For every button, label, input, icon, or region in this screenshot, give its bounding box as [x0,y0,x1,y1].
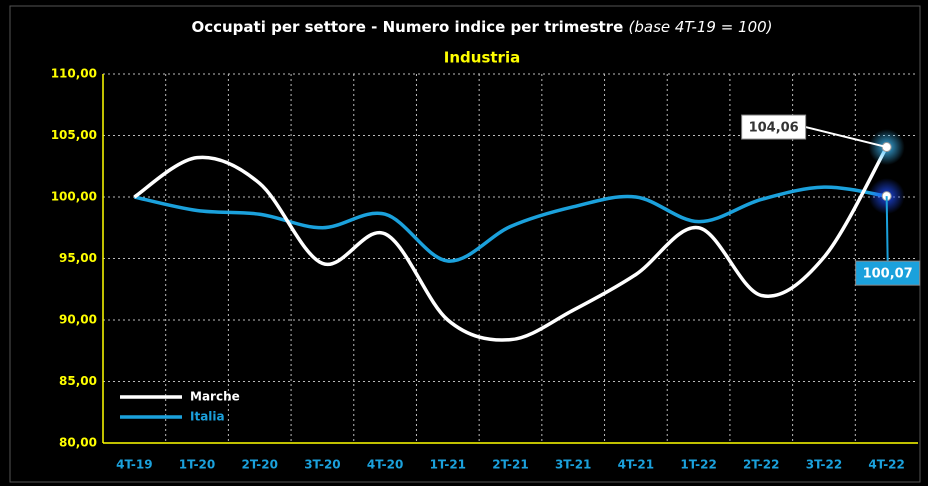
legend-label: Marche [190,390,240,404]
x-tick-label: 2T-22 [743,458,779,472]
data-label-box [855,260,921,286]
x-tick-label: 4T-22 [868,458,904,472]
series-line [133,146,889,342]
y-tick-label: 105,00 [51,128,97,142]
x-tick-label: 4T-21 [618,458,654,472]
x-tick-label: 2T-20 [242,458,278,472]
series-line [133,185,887,263]
leader-line [885,196,889,262]
y-tick-label: 80,00 [59,436,97,450]
frame [9,5,921,483]
y-tick-label: 90,00 [59,313,97,327]
x-tick-label: 1T-20 [179,458,215,472]
x-tick-label: 3T-22 [806,458,842,472]
y-tick-label: 95,00 [59,251,97,265]
y-tick-label: 100,00 [51,190,97,204]
x-tick-label: 4T-20 [367,458,403,472]
leader-line [805,126,887,149]
y-tick-label: 110,00 [51,67,97,81]
x-tick-label: 1T-22 [680,458,716,472]
x-tick-label: 1T-21 [430,458,466,472]
data-label: 104,06 [749,121,799,136]
data-label: 100,07 [863,267,913,282]
x-tick-label: 3T-20 [304,458,340,472]
title-note: (base 4T-19 = 100) [629,18,773,36]
chart-subtitle: Industria [444,49,520,67]
data-label-box [741,114,807,140]
x-tick-label: 3T-21 [555,458,591,472]
y-tick-label: 85,00 [59,374,97,388]
legend-label: Italia [190,410,225,424]
title-main: Occupati per settore - Numero indice per… [191,18,623,36]
x-tick-label: 4T-19 [116,458,152,472]
x-tick-label: 2T-21 [492,458,528,472]
chart-title: Occupati per settore - Numero indice per… [191,18,772,36]
